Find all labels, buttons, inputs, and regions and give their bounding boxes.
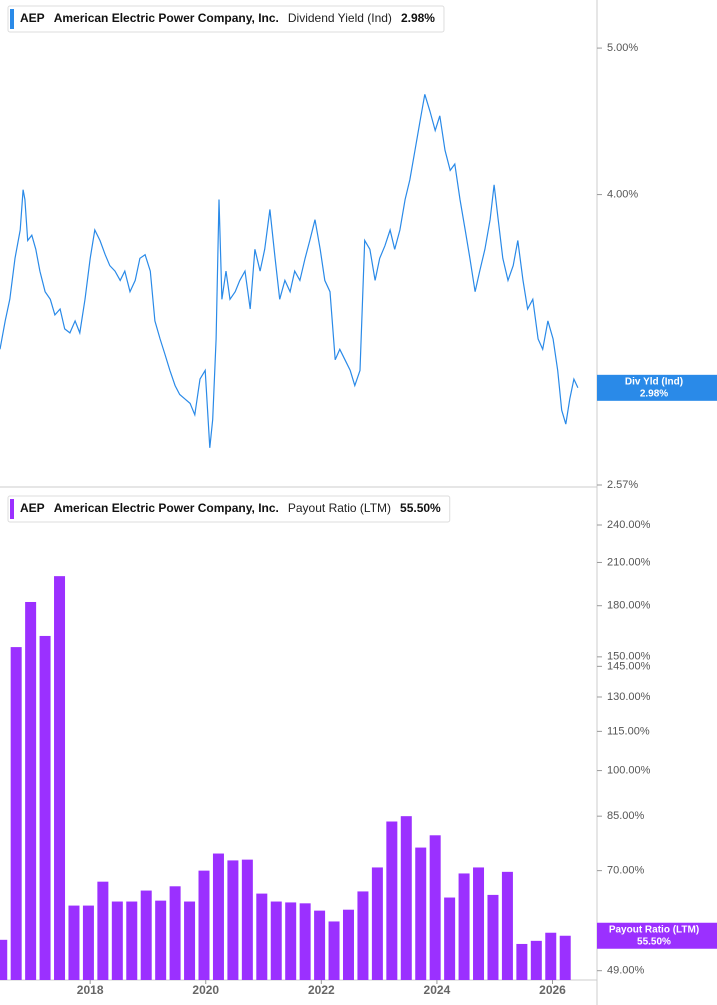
y-tick-label: 4.00% xyxy=(607,188,638,200)
bar xyxy=(371,867,383,980)
legend-company: American Electric Power Company, Inc. xyxy=(54,501,279,515)
bar xyxy=(54,576,66,980)
legend-swatch xyxy=(10,9,14,29)
x-tick-label: 2018 xyxy=(77,983,104,997)
bar xyxy=(444,897,456,980)
legend-metric: Dividend Yield (Ind) xyxy=(288,11,392,25)
bar xyxy=(82,905,94,980)
x-tick-label: 2026 xyxy=(539,983,566,997)
bar xyxy=(458,873,470,980)
x-tick-label: 2024 xyxy=(424,983,451,997)
badge-name: Payout Ratio (LTM) xyxy=(609,924,699,935)
bar xyxy=(487,894,499,980)
y-tick-label: 115.00% xyxy=(607,725,650,737)
bar xyxy=(299,903,311,980)
legend-header: AEP American Electric Power Company, Inc.… xyxy=(7,5,445,33)
bar xyxy=(386,821,398,980)
bar xyxy=(545,932,557,980)
bar xyxy=(184,901,196,980)
bar xyxy=(559,935,571,980)
bar xyxy=(227,860,239,980)
y-tick-label: 85.00% xyxy=(607,810,645,822)
y-tick-label: 2.57% xyxy=(607,479,638,491)
y-tick-label: 100.00% xyxy=(607,764,651,776)
bar xyxy=(501,871,513,980)
bar xyxy=(516,943,528,980)
bar xyxy=(140,890,152,980)
bar xyxy=(68,905,80,980)
value-badge xyxy=(597,374,717,401)
bar xyxy=(270,901,282,980)
badge-name: Div Yld (Ind) xyxy=(625,376,683,387)
bar xyxy=(111,901,123,980)
x-tick-label: 2022 xyxy=(308,983,335,997)
legend-box xyxy=(7,5,445,33)
legend-header: AEP American Electric Power Company, Inc.… xyxy=(7,495,451,523)
bar xyxy=(198,870,210,980)
legend-swatch xyxy=(10,499,14,519)
bar xyxy=(241,859,253,980)
bar xyxy=(39,635,51,980)
badge-value: 2.98% xyxy=(640,388,668,399)
y-tick-label: 130.00% xyxy=(607,691,651,703)
legend-value: 2.98% xyxy=(401,11,435,25)
bar xyxy=(342,909,354,980)
bar xyxy=(400,816,412,980)
bar xyxy=(169,886,181,980)
legend-value: 55.50% xyxy=(400,501,441,515)
bar xyxy=(25,601,37,980)
bar xyxy=(415,847,427,980)
bar xyxy=(155,900,167,980)
badge-value: 55.50% xyxy=(637,936,671,947)
bar xyxy=(328,921,340,980)
legend-company: American Electric Power Company, Inc. xyxy=(54,11,279,25)
bar xyxy=(256,893,268,980)
bar xyxy=(357,891,369,980)
y-tick-label: 49.00% xyxy=(607,965,645,977)
bar xyxy=(314,910,326,980)
legend-ticker: AEP xyxy=(20,501,45,515)
y-tick-label: 150.00% xyxy=(607,651,651,663)
yield-line xyxy=(0,94,579,448)
y-tick-label: 240.00% xyxy=(607,519,651,531)
bar xyxy=(429,835,441,980)
y-tick-label: 70.00% xyxy=(607,865,645,877)
bar xyxy=(530,940,542,980)
legend-box xyxy=(7,495,451,523)
legend-ticker: AEP xyxy=(20,11,45,25)
x-tick-label: 2020 xyxy=(192,983,219,997)
bar xyxy=(10,647,22,980)
y-tick-label: 180.00% xyxy=(607,600,651,612)
bar xyxy=(285,902,297,980)
bar xyxy=(97,881,109,980)
y-tick-label: 210.00% xyxy=(607,556,651,568)
bar xyxy=(212,853,224,980)
bar xyxy=(126,901,138,980)
y-tick-label: 5.00% xyxy=(607,42,638,54)
bar xyxy=(473,867,485,980)
legend-metric: Payout Ratio (LTM) xyxy=(288,501,391,515)
value-badge xyxy=(597,922,717,949)
bar xyxy=(0,939,8,980)
y-tick-label: 145.00% xyxy=(607,660,651,672)
